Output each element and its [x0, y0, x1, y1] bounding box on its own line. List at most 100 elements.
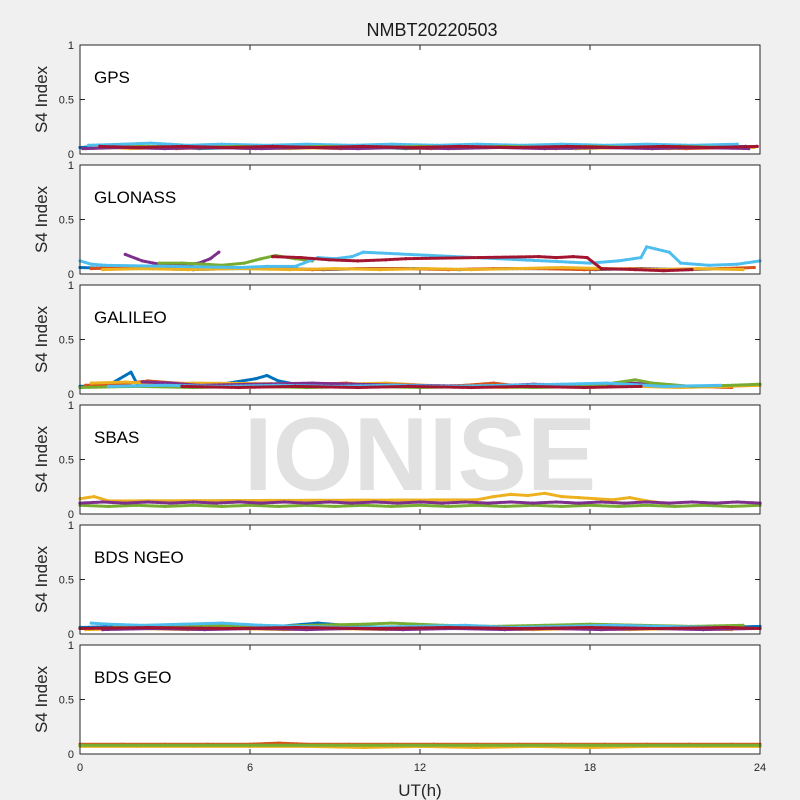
y-tick-label: 0.5 [59, 95, 74, 107]
data-point [628, 496, 632, 500]
data-point [730, 504, 734, 508]
data-point [446, 625, 450, 630]
data-point [662, 269, 666, 273]
panel-label: SBAS [94, 428, 139, 447]
data-point [469, 268, 473, 272]
data-point [101, 500, 105, 504]
data-point [356, 385, 360, 390]
y-axis-label: S4 Index [32, 65, 51, 133]
data-point [373, 500, 377, 504]
y-tick-label: 1 [68, 520, 74, 532]
data-point [690, 500, 694, 504]
panel-frame [79, 404, 761, 515]
data-point [650, 381, 654, 385]
data-point [622, 501, 626, 505]
data-point [217, 250, 221, 254]
data-point [509, 500, 513, 504]
figure-title: NMBT20220503 [366, 20, 497, 40]
data-point [220, 621, 224, 625]
y-tick-label: 0.5 [59, 455, 74, 467]
data-point [616, 259, 620, 263]
data-point [293, 625, 297, 630]
data-point [407, 384, 411, 388]
data-point [361, 622, 365, 626]
data-point [135, 503, 139, 507]
panel-label: BDS GEO [94, 668, 171, 687]
data-point [656, 626, 660, 631]
data-point [361, 144, 365, 148]
panel-plot-area [80, 645, 760, 754]
data-point [327, 500, 331, 504]
panel-frame [79, 44, 761, 155]
data-point [560, 504, 564, 508]
panel-label: GALILEO [94, 308, 167, 327]
data-point [560, 382, 564, 386]
x-tick-label: 18 [584, 762, 596, 774]
data-point [673, 504, 677, 508]
data-point [662, 144, 666, 148]
data-point [149, 141, 153, 145]
data-point [259, 257, 263, 261]
data-point [373, 626, 377, 631]
data-point [259, 623, 263, 627]
data-point [293, 264, 297, 268]
data-point [299, 256, 303, 260]
data-point [645, 142, 649, 146]
data-point [469, 385, 473, 390]
data-point [225, 145, 229, 150]
y-tick-label: 0.5 [59, 215, 74, 227]
data-point [707, 263, 711, 267]
y-tick-label: 1 [68, 640, 74, 652]
data-point [225, 626, 229, 631]
data-point [356, 259, 360, 263]
data-point [123, 380, 127, 384]
data-point [390, 621, 394, 625]
series-line-7 [180, 384, 643, 389]
data-point [86, 143, 91, 147]
data-point [276, 379, 280, 383]
y-tick-label: 0.5 [59, 335, 74, 347]
data-point [560, 495, 564, 499]
data-point [81, 147, 85, 151]
data-point [503, 743, 507, 747]
data-point [254, 377, 258, 381]
data-point [293, 384, 297, 388]
data-point [89, 267, 93, 271]
data-point [180, 144, 184, 148]
data-point [163, 504, 167, 508]
panel-plot-area [80, 285, 760, 394]
data-point [140, 259, 144, 263]
data-point [594, 497, 598, 501]
y-axis-label: S4 Index [32, 425, 51, 493]
y-tick-label: 0.5 [59, 695, 74, 707]
data-point [89, 381, 93, 385]
data-point [645, 245, 649, 249]
y-tick-label: 0 [68, 149, 74, 161]
data-point [707, 145, 711, 150]
data-point [146, 500, 150, 504]
panel-label: GPS [94, 68, 130, 87]
data-point [585, 256, 589, 260]
data-point [713, 501, 717, 505]
data-point [696, 267, 700, 271]
data-point [645, 503, 649, 507]
data-point [486, 501, 490, 505]
data-point [237, 265, 241, 270]
data-point [446, 504, 450, 508]
data-point [395, 501, 399, 505]
data-point [333, 743, 337, 747]
panel-galileo: 0 0.5 1 GALILEO S4 Index [32, 280, 762, 401]
data-point [616, 145, 620, 150]
data-point [101, 268, 105, 272]
data-point [123, 501, 127, 505]
data-point [605, 381, 609, 385]
data-point [180, 622, 184, 626]
y-axis-label: S4 Index [32, 185, 51, 253]
data-point [191, 500, 195, 504]
panel-frame [79, 644, 761, 755]
data-point [137, 145, 142, 150]
y-axis-label: S4 Index [32, 545, 51, 613]
data-point [520, 626, 524, 631]
data-point [531, 501, 535, 505]
data-point [89, 262, 93, 266]
